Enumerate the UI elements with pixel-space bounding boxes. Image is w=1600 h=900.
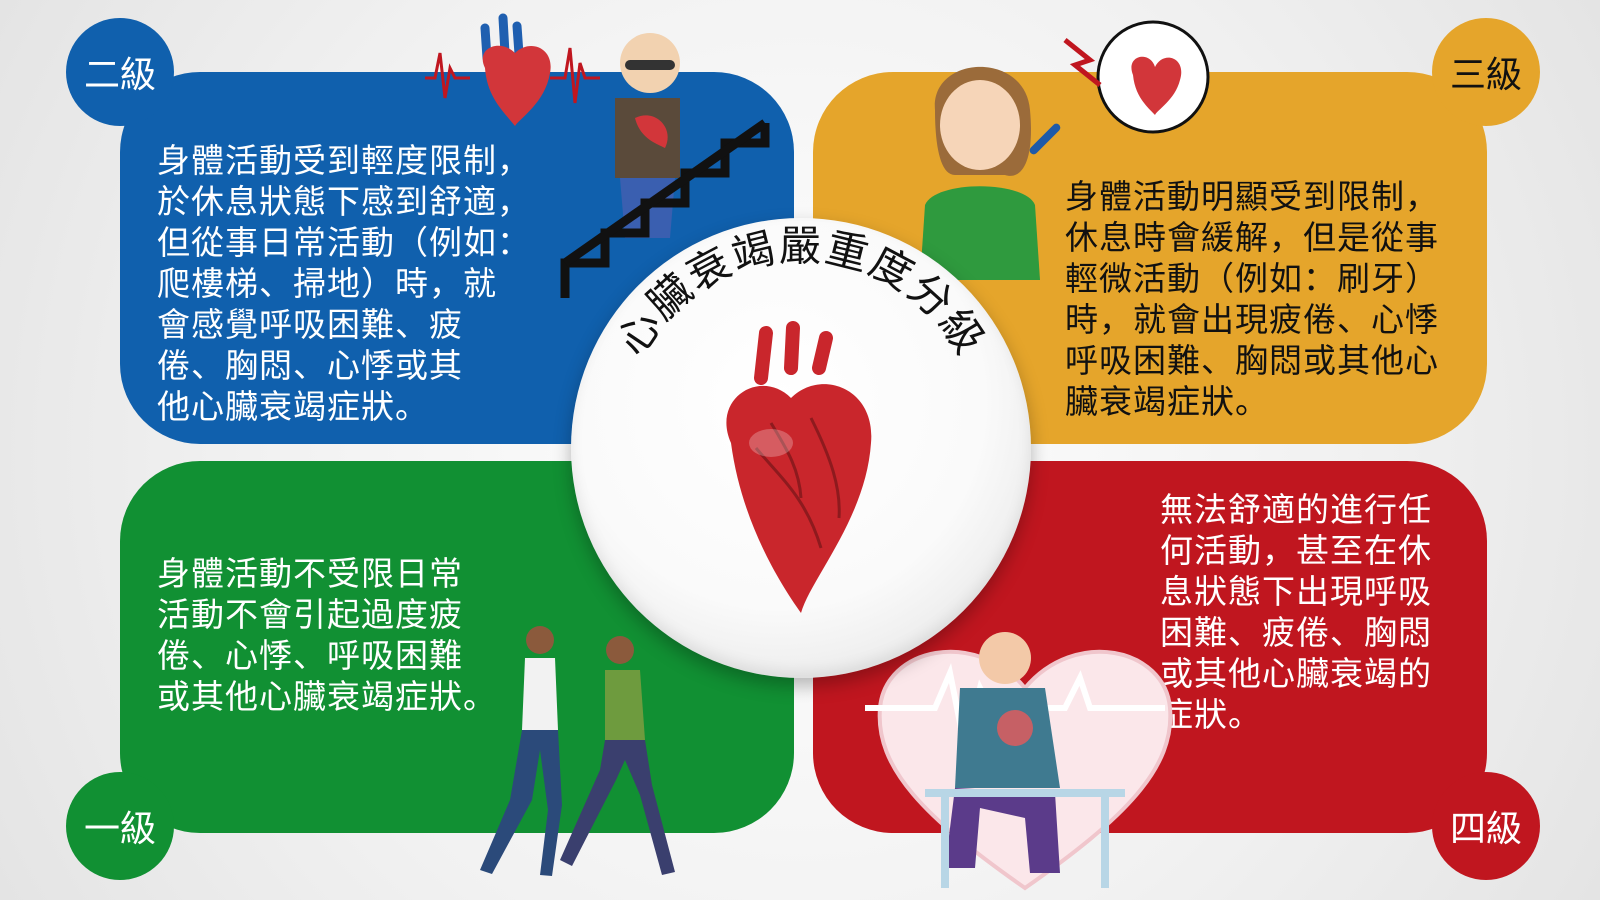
center-circle: 心臟衰竭嚴重度分級 (571, 218, 1031, 678)
diagram-title: 心臟衰竭嚴重度分級 (607, 221, 993, 363)
level-one-badge: 一級 (66, 772, 174, 880)
level-three-description: 身體活動明顯受到限制， 休息時會緩解，但是從事 輕微活動（例如：刷牙） 時，就會… (1065, 177, 1439, 421)
elderly-stairs-icon (425, 13, 770, 298)
man-chest-pain-icon (865, 632, 1173, 891)
level-one-description: 身體活動不受限日常 活動不會引起過度疲 倦、心悸、呼吸困難 或其他心臟衰竭症狀。 (157, 554, 497, 716)
walking-people-icon (480, 626, 675, 876)
svg-text:心臟衰竭嚴重度分級: 心臟衰竭嚴重度分級 (607, 221, 995, 363)
level-three-badge: 三級 (1432, 18, 1540, 126)
woman-brushing-teeth-icon (920, 20, 1210, 280)
level-four-badge: 四級 (1432, 772, 1540, 880)
level-four-description: 無法舒適的進行任 何活動，甚至在休 息狀態下出現呼吸 困難、疲倦、胸悶 或其他心… (1160, 490, 1432, 734)
heart-icon (726, 321, 872, 613)
level-two-description: 身體活動受到輕度限制， 於休息狀態下感到舒適， 但從事日常活動（例如： 爬樓梯、… (157, 141, 531, 426)
center-graphic: 心臟衰竭嚴重度分級 (607, 221, 995, 613)
level-two-badge: 二級 (66, 18, 174, 126)
